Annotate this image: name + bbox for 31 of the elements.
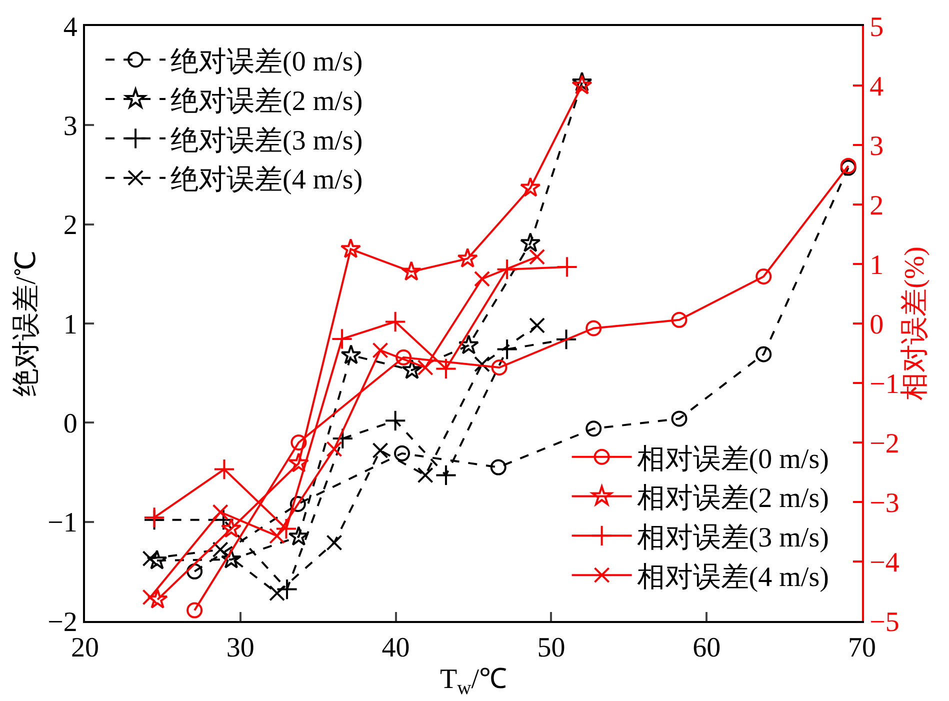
x-tick-label: 40 [382, 632, 410, 664]
y-axis-title: 绝对误差/℃ [10, 250, 42, 396]
y-tick-label: −1 [48, 508, 78, 539]
x-tick-label: 60 [692, 632, 721, 664]
y2-axis-title: 相对误差(%) [899, 246, 930, 400]
y2-tick-label: 2 [870, 190, 884, 222]
legend-label: 绝对误差(3 m/s) [170, 125, 363, 156]
legend-label: 相对误差(2 m/s) [636, 483, 829, 514]
y2-tick-label: 5 [870, 12, 884, 43]
x-tick-label: 30 [226, 632, 254, 664]
x-tick-label: 50 [537, 632, 566, 664]
y-tick-label: 3 [63, 110, 78, 142]
y-tick-label: 4 [63, 12, 78, 43]
legend-label: 相对误差(0 m/s) [636, 444, 829, 475]
y2-tick-label: −3 [870, 488, 900, 519]
legend-label: 相对误差(3 m/s) [636, 522, 829, 554]
y2-tick-label: 0 [870, 309, 884, 340]
y2-tick-label: 3 [870, 130, 884, 162]
y2-tick-label: −2 [870, 428, 900, 460]
y2-tick-label: 4 [870, 71, 884, 102]
y2-tick-label: −4 [870, 547, 900, 578]
y-tick-label: 1 [63, 309, 78, 340]
y-tick-label: 0 [63, 408, 78, 440]
legend-label: 绝对误差(2 m/s) [170, 86, 363, 117]
y2-tick-label: −1 [870, 368, 900, 400]
legend-label: 绝对误差(4 m/s) [170, 164, 363, 196]
y-tick-label: 2 [63, 210, 78, 242]
legend-label: 绝对误差(0 m/s) [170, 46, 363, 78]
y2-tick-label: 1 [870, 250, 884, 281]
x-axis-title: T$_{w}$/℃ [440, 664, 508, 700]
legend-label: 相对误差(4 m/s) [636, 562, 829, 593]
